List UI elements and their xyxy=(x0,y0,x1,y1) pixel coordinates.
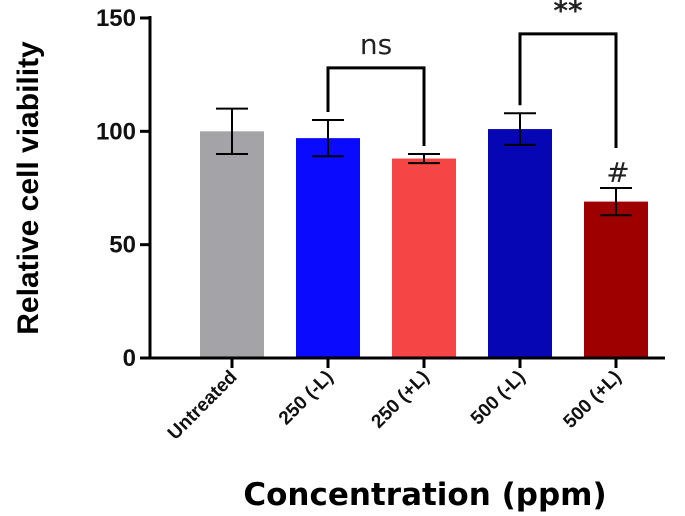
x-axis: Untreated 250 (-L) 250 (+L) 500 (-L) 500 (+L… xyxy=(149,356,665,445)
significance-bracket xyxy=(518,32,618,148)
bar xyxy=(488,129,552,358)
bar xyxy=(200,131,264,358)
bar xyxy=(296,138,360,358)
x-tick-label: 500 (-L) xyxy=(467,367,530,430)
y-tick-label: 150 xyxy=(96,5,136,32)
bar xyxy=(392,158,456,358)
error-bars xyxy=(216,107,632,217)
x-tick-label: Untreated xyxy=(164,367,242,445)
bars xyxy=(200,129,648,358)
y-tick-label: 100 xyxy=(96,118,136,145)
significance-bracket xyxy=(326,66,426,146)
significance-label: ** xyxy=(553,0,583,27)
y-tick-label: 0 xyxy=(123,345,136,372)
y-tick-label: 50 xyxy=(109,232,136,259)
x-tick-label: 500 (+L) xyxy=(560,367,626,433)
x-tick-label: 250 (+L) xyxy=(368,367,434,433)
x-axis-title: Concentration (ppm) xyxy=(243,477,606,513)
significance-annotations: ns ** # xyxy=(326,0,630,189)
y-axis-title: Relative cell viability xyxy=(12,41,45,335)
x-tick-label: 250 (-L) xyxy=(275,367,338,430)
significance-marker: # xyxy=(606,156,629,189)
y-axis: 0 50 100 150 xyxy=(96,5,152,372)
bar xyxy=(584,201,648,358)
significance-label: ns xyxy=(360,28,392,61)
